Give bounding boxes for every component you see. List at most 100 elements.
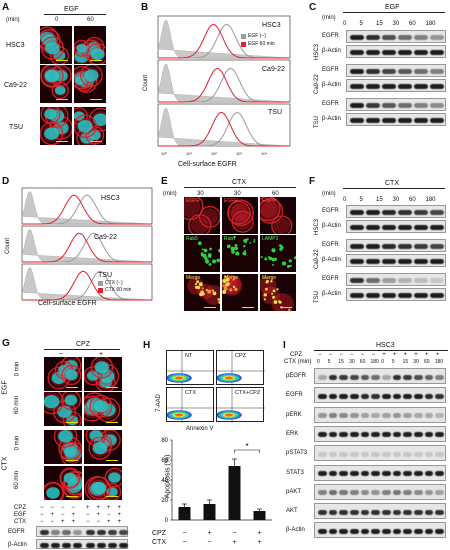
blot-band — [97, 530, 106, 535]
pf-blot-1-1 — [346, 254, 446, 267]
blot-band — [424, 509, 434, 515]
blot-band — [371, 451, 380, 457]
panel-i-blot-0 — [314, 368, 446, 384]
panel-i-ctx-time-0: 0 — [317, 359, 320, 365]
blot-band — [328, 490, 338, 496]
blot-band — [382, 210, 396, 215]
blot-band — [414, 84, 428, 89]
panel-i-band-label-4: pSTAT3 — [286, 450, 308, 457]
panel-g-table-cell: − — [107, 512, 111, 518]
panel-b-xlabel: Cell-surface EGFR — [178, 161, 237, 168]
panel-b-tick-0: 10⁰ — [161, 151, 168, 156]
panel-a-micro-0min-1 — [40, 65, 72, 103]
pf-band-label: EGFR — [322, 208, 339, 214]
panel-letter-a: A — [2, 2, 10, 13]
blot-band — [435, 432, 444, 438]
blot-band — [403, 451, 412, 457]
panel-i-blot-4 — [314, 445, 446, 462]
panel-a-micro-0min-0 — [40, 26, 72, 64]
pc-band-label: EGFR — [322, 101, 339, 107]
panel-g-micro-plus-1 — [84, 392, 122, 426]
pf-time-0: 0 — [343, 197, 347, 203]
blot-band — [366, 278, 380, 283]
blot-band — [403, 432, 412, 438]
panel-i-ctx-time-1: 5 — [327, 359, 331, 365]
pc-group-0: HSC3 — [314, 43, 320, 60]
pf-time-1: 5 — [359, 197, 363, 203]
panel-b-legend-control: EGF (−) — [248, 33, 266, 39]
blot-band — [382, 413, 391, 419]
blot-band — [318, 374, 327, 380]
blot-band — [435, 451, 444, 457]
blot-band — [424, 471, 434, 476]
panel-h-ctx-sign-1: − — [207, 539, 212, 546]
panel-i-cpz-sign-2: − — [339, 352, 343, 358]
blot-band — [414, 509, 423, 515]
pc-band-label: β-Actin — [322, 116, 341, 122]
blot-band — [382, 259, 396, 264]
blot-band — [403, 490, 412, 496]
blot-band — [318, 413, 327, 419]
blot-band — [339, 509, 348, 515]
blot-band — [414, 432, 423, 438]
panel-d-legend-control: CTX (−) — [105, 280, 123, 286]
blot-band — [435, 471, 444, 476]
panel-i-title: HSC3 — [376, 342, 395, 349]
panel-e-time-0: 30 — [197, 191, 204, 197]
panel-h-facs-xlabel: Annexin V — [186, 426, 214, 432]
pc-time-2: 15 — [376, 21, 383, 27]
panel-g-blot-egfr — [36, 526, 128, 537]
blot-band — [414, 259, 428, 264]
panel-h-facs-ylabel: 7-AAD — [155, 394, 162, 412]
blot-band — [398, 69, 412, 74]
panel-i-blot-5 — [314, 464, 446, 481]
panel-g-ctx-0min: 0 min — [14, 435, 21, 451]
panel-d-ylabel: Count — [5, 237, 12, 255]
panel-i-ctx-time-9: 30 — [413, 359, 419, 365]
blot-band — [328, 528, 338, 534]
panel-a-row-hsc3: HSC3 — [6, 42, 25, 49]
panel-i-band-label-0: pEGFR — [286, 373, 307, 379]
blot-band — [119, 530, 128, 535]
blot-band — [350, 490, 359, 496]
panel-i-cpz-sign-1: − — [328, 352, 333, 358]
blot-band — [350, 69, 364, 74]
panel-i-band-label-7: AKT — [286, 508, 298, 515]
panel-e-micro-r0-c0: EGFR — [184, 197, 220, 234]
blot-band — [40, 530, 49, 535]
panel-a-micro-60min-2 — [74, 107, 106, 145]
facs-label-1: CPZ — [235, 353, 246, 359]
blot-band — [86, 542, 95, 548]
panel-i-ctx-time-3: 30 — [349, 359, 355, 365]
treated-curve — [22, 270, 152, 301]
panel-g-table-cell: − — [61, 512, 65, 518]
panel-i-cpz-label: CPZ — [290, 352, 302, 358]
blot-band — [350, 35, 364, 40]
pc-time-0: 0 — [343, 21, 347, 27]
panel-d-xlabel: Cell-surface EGFR — [38, 300, 97, 307]
blot-band — [339, 490, 348, 496]
panel-g-micro-plus-3 — [84, 466, 122, 500]
blot-band — [328, 393, 338, 399]
panel-d-hist-hsc3 — [21, 187, 153, 225]
panel-g-table-cell: − — [40, 519, 44, 525]
panel-letter-c: C — [309, 2, 317, 13]
blot-band — [350, 509, 359, 515]
panel-d-histograms — [21, 187, 153, 301]
panel-c-title-line — [343, 12, 445, 13]
blot-band — [382, 69, 396, 74]
significance-star: * — [245, 442, 248, 451]
panel-i-blot-3 — [314, 425, 446, 442]
apoptosis-bar-chart: 0 20 40 60 80 * — [161, 438, 272, 524]
panel-i-cpz-sign-9: + — [414, 352, 418, 358]
panel-i-cpz-sign-7: + — [392, 352, 397, 358]
bar-2 — [228, 466, 241, 520]
pc-group-2: TSU — [314, 116, 320, 128]
scale-bar — [90, 99, 102, 101]
pf-band-label: β-Actin — [322, 257, 341, 263]
blot-band — [371, 471, 380, 476]
blot-band — [360, 509, 370, 515]
scale-bar — [90, 141, 102, 143]
panel-h-cond-cpz: CPZ — [152, 530, 166, 537]
blot-band — [382, 103, 396, 108]
